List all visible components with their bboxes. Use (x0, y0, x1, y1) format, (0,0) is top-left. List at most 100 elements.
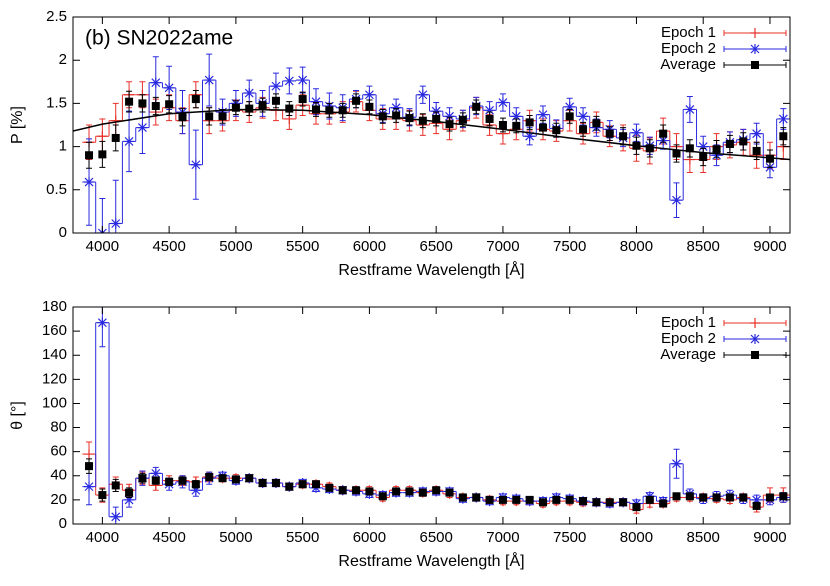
x-tick-label: 4500 (152, 238, 185, 255)
marker (578, 111, 589, 122)
marker (431, 106, 442, 117)
marker (751, 61, 759, 69)
marker (659, 129, 668, 138)
y-tick-label: 180 (42, 298, 67, 315)
marker (270, 81, 281, 92)
marker (632, 503, 641, 512)
marker (750, 44, 760, 54)
marker (592, 119, 601, 128)
plot-area (82, 307, 790, 524)
marker (285, 104, 294, 113)
y-tick-label: 1 (59, 138, 67, 155)
marker (150, 468, 161, 479)
marker (312, 480, 321, 489)
x-tick-label: 8000 (620, 238, 653, 255)
marker (405, 487, 414, 496)
marker (338, 106, 347, 115)
marker (311, 96, 322, 107)
marker (378, 492, 387, 501)
marker (84, 449, 95, 460)
marker (190, 159, 201, 170)
marker (765, 493, 774, 502)
marker (391, 102, 402, 113)
y-tick-label: 2.5 (46, 8, 67, 25)
marker (592, 498, 601, 507)
marker (365, 487, 374, 496)
x-tick-label: 7500 (553, 529, 586, 546)
fit-curve (73, 108, 790, 161)
marker (352, 96, 361, 105)
marker (739, 137, 748, 146)
marker (110, 511, 121, 522)
marker (752, 146, 761, 155)
marker (684, 104, 695, 115)
marker (752, 501, 761, 510)
x-tick-label: 4500 (152, 529, 185, 546)
marker (111, 133, 120, 142)
marker (165, 477, 174, 486)
marker (512, 495, 521, 504)
marker (699, 493, 708, 502)
marker (244, 88, 255, 99)
marker (725, 493, 734, 502)
marker (445, 120, 454, 129)
x-tick-label: 7500 (553, 238, 586, 255)
y-axis-label: θ [°] (9, 401, 26, 430)
marker (84, 481, 95, 492)
y-tick-label: 40 (50, 467, 67, 484)
marker (150, 77, 161, 88)
x-tick-label: 9000 (753, 529, 786, 546)
marker (712, 145, 721, 154)
x-tick-label: 8500 (687, 238, 720, 255)
marker (498, 495, 507, 504)
marker (218, 474, 227, 483)
marker (750, 28, 760, 38)
marker (631, 127, 642, 138)
marker (178, 476, 187, 485)
x-tick-label: 8500 (687, 529, 720, 546)
marker (125, 488, 134, 497)
marker (110, 115, 121, 126)
legend-label: Epoch 2 (661, 330, 716, 347)
y-tick-label: 0 (59, 224, 67, 241)
marker (178, 113, 187, 122)
marker (699, 152, 708, 161)
marker (137, 122, 148, 133)
x-axis-label: Restframe Wavelength [Å] (338, 260, 524, 279)
marker (231, 103, 240, 112)
marker (671, 458, 682, 469)
legend-label: Average (660, 346, 716, 363)
marker (472, 493, 481, 502)
marker (85, 462, 94, 471)
marker (525, 118, 534, 127)
x-tick-label: 6500 (419, 238, 452, 255)
x-tick-label: 5500 (286, 529, 319, 546)
marker (484, 105, 495, 116)
marker (750, 334, 760, 344)
x-tick-label: 6500 (419, 529, 452, 546)
marker (124, 494, 135, 505)
y-tick-label: 20 (50, 491, 67, 508)
marker (364, 89, 375, 100)
marker (779, 132, 788, 141)
marker (698, 141, 709, 152)
x-tick-label: 5500 (286, 238, 319, 255)
marker (205, 112, 214, 121)
marker (325, 106, 334, 115)
marker (765, 154, 774, 163)
legend-label: Epoch 1 (661, 314, 716, 331)
marker (672, 149, 681, 158)
marker (258, 101, 267, 110)
marker (417, 89, 428, 100)
marker (271, 479, 280, 488)
marker (258, 479, 267, 488)
marker (645, 144, 654, 153)
y-tick-label: 0 (59, 515, 67, 532)
marker (125, 97, 134, 106)
marker (298, 480, 307, 489)
marker (671, 195, 682, 206)
marker (218, 112, 227, 121)
marker (537, 109, 548, 120)
legend-label: Average (660, 56, 716, 73)
